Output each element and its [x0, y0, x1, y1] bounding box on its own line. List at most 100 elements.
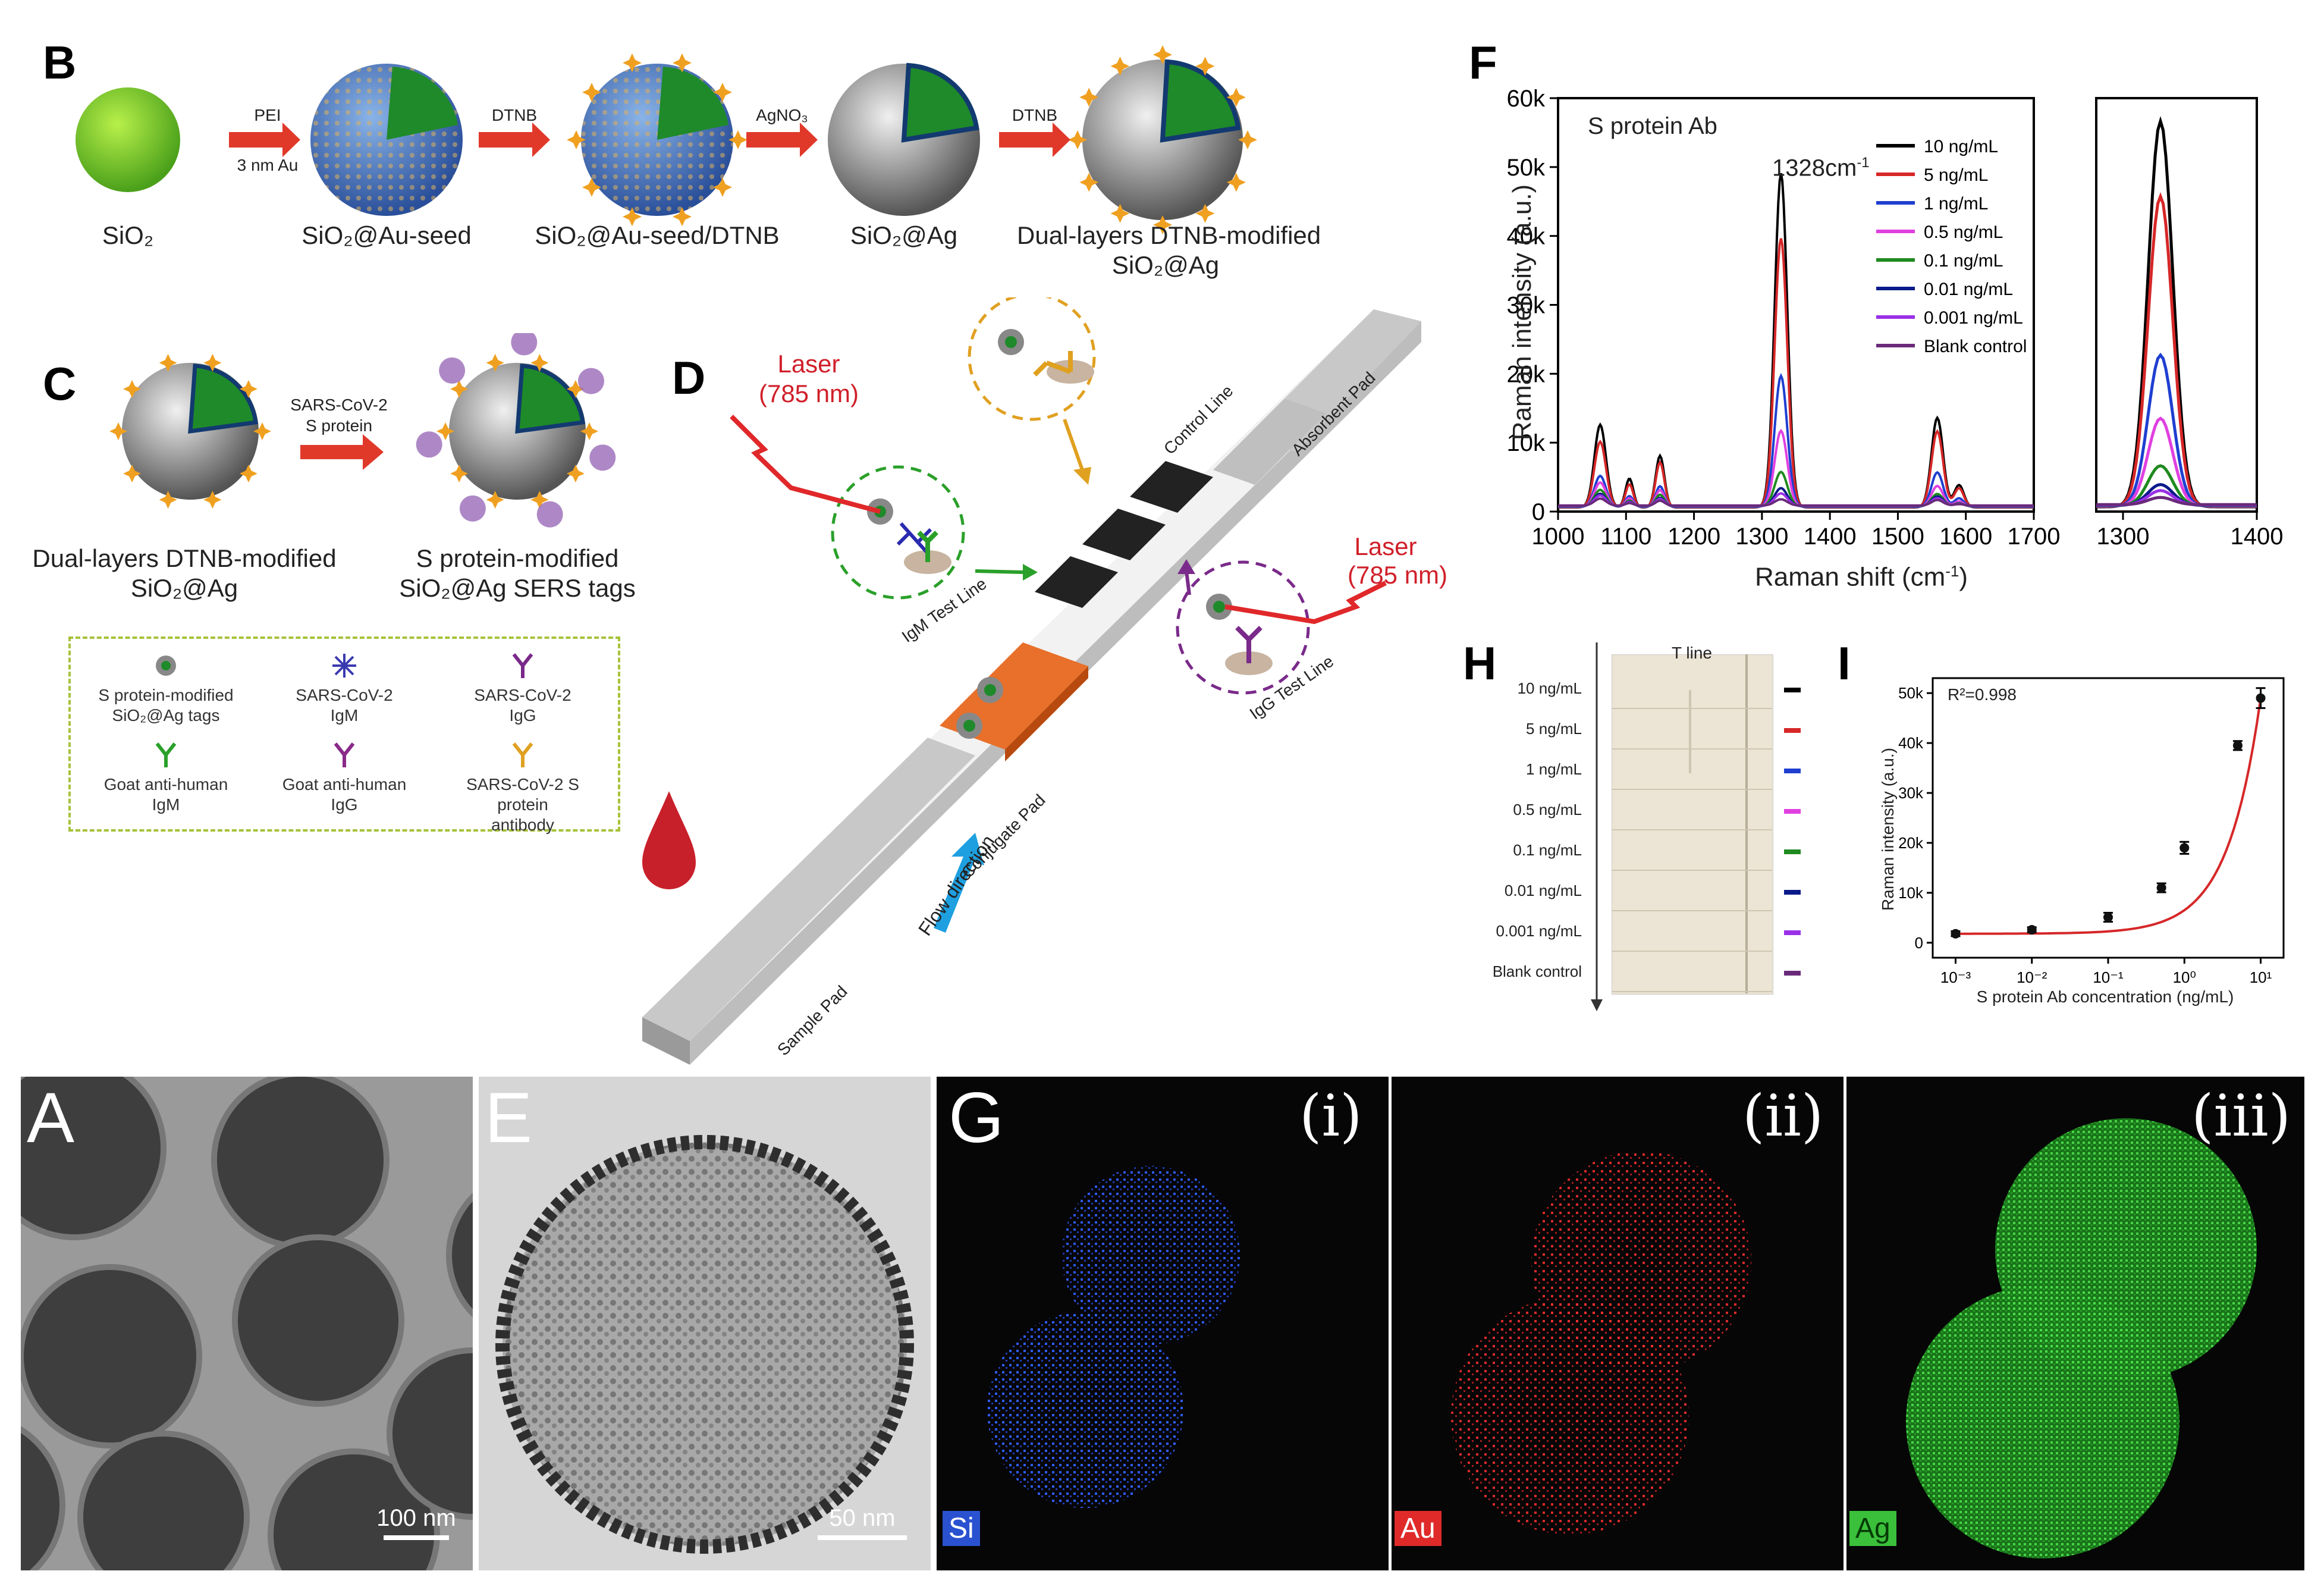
control-detection-circle	[968, 297, 1096, 421]
y-tick-label: 10k	[1507, 430, 1546, 456]
h-row-label: 0.001 ng/mL	[1496, 922, 1582, 940]
h-row-divider	[1612, 910, 1772, 911]
x-tick-label: 10⁻²	[2017, 968, 2047, 986]
h-row-divider	[1612, 991, 1772, 992]
legend-text: SARS-CoV-2	[474, 686, 571, 704]
panel-label-f: F	[1469, 36, 1497, 89]
x-tick-label: 1700	[2008, 523, 2061, 550]
c-arrow-bottom-label: S protein	[305, 416, 373, 435]
dtnb-star	[728, 130, 748, 149]
legend-label: 0.001 ng/mL	[1924, 308, 2023, 328]
arrow-label-dtnb-1: DTNB	[491, 106, 538, 124]
laser-1-beam	[730, 415, 881, 514]
data-point	[2232, 741, 2243, 751]
panel-label-d: D	[672, 352, 706, 404]
dtnb-star	[623, 207, 642, 227]
h-row-divider	[1612, 951, 1772, 952]
h-row-divider	[1612, 829, 1772, 830]
h-row-color-mark	[1784, 971, 1801, 976]
legend-label: 0.1 ng/mL	[1924, 251, 2003, 271]
dtnb-stars	[567, 45, 1257, 234]
panel-label-e: E	[485, 1078, 533, 1158]
chart-f-xlabel: Raman shift (cm-1)	[1588, 562, 2135, 592]
arrow-label-dtnb-2: DTNB	[1012, 106, 1058, 124]
h-row-label: 5 ng/mL	[1526, 720, 1582, 738]
igg-detection-circle	[1176, 560, 1310, 695]
dtnb-star	[713, 177, 732, 197]
caption-sio2: SiO₂	[102, 221, 154, 249]
caption-dual-layer-2: SiO₂@Ag	[1111, 251, 1220, 279]
xlabel-text: Raman shift (cm	[1754, 562, 1946, 592]
legend-text: SARS-CoV-2 S protein	[466, 775, 579, 814]
dtnb-star	[1195, 203, 1215, 223]
xlabel-end: )	[1959, 562, 1968, 592]
panel-g-map-ag: (iii) Ag	[1846, 1077, 2304, 1570]
strip-photo-edge	[1745, 654, 1748, 993]
s-protein-cluster	[589, 444, 616, 471]
s-protein-tag-sphere	[449, 363, 586, 500]
legend-text: Goat anti-human	[282, 775, 407, 794]
caption-dual-layer-1: Dual-layers DTNB-modified	[1017, 221, 1321, 249]
sio2-ag-sphere	[828, 62, 980, 216]
dtnb-star	[1079, 173, 1099, 192]
igm-test-line	[1082, 509, 1166, 560]
c-left-caption-2: SiO₂@Ag	[130, 574, 238, 602]
c-arrow-top-label: SARS-CoV-2	[290, 396, 388, 414]
legend-item-goat-igg: Goat anti-human IgG	[261, 740, 428, 815]
h-row-label: Blank control	[1492, 962, 1582, 980]
map-roman-2: (ii)	[1742, 1083, 1824, 1149]
spectrum-line	[1558, 238, 2034, 509]
dtnb-star	[582, 83, 601, 102]
y-tick-label: 0	[1915, 934, 1923, 952]
blood-drop-icon	[642, 791, 696, 889]
legend-text: IgM	[330, 706, 359, 725]
laser-2-beam	[1224, 581, 1387, 625]
dtnb-star	[1153, 45, 1172, 64]
x-tick-label: 1400	[1804, 523, 1857, 550]
inset-x-tick-label: 1400	[2231, 523, 2284, 550]
legend-text: Goat anti-human	[103, 775, 228, 794]
dtnb-star	[450, 465, 469, 483]
dtnb-star	[239, 465, 257, 483]
y-tick-label: 50k	[1507, 155, 1546, 181]
x-tick-label: 1100	[1600, 523, 1651, 550]
dtnb-star	[123, 380, 142, 398]
x-tick-label: 1500	[1871, 523, 1924, 550]
legend-text: IgG	[509, 706, 536, 725]
dtnb-star	[253, 422, 271, 440]
x-tick-label: 10⁻³	[1940, 968, 1971, 986]
panel-b: B	[0, 0, 1427, 297]
dtnb-star	[713, 83, 732, 102]
dtnb-star	[1110, 203, 1130, 223]
panel-c-schematic	[109, 333, 616, 528]
dtnb-star	[530, 353, 549, 372]
legend-item-s-antibody: SARS-CoV-2 S protein antibody	[439, 740, 606, 835]
y-tick-label: 0	[1532, 499, 1545, 525]
map-tag-au: Au	[1395, 1511, 1441, 1546]
legend-label: 10 ng/mL	[1924, 137, 1998, 156]
x-tick-label: 1300	[1735, 523, 1788, 550]
legend-item-igg: SARS-CoV-2 IgG	[439, 651, 606, 726]
dtnb-star	[582, 177, 601, 197]
laser-1-wavelength: (785 nm)	[758, 380, 859, 407]
c-right-caption-1: S protein-modified	[416, 544, 619, 572]
dtnb-star	[1110, 57, 1130, 76]
h-row-label: 0.5 ng/mL	[1513, 801, 1582, 819]
h-row-color-mark	[1784, 769, 1801, 773]
inset-spectrum-line	[2096, 496, 2257, 506]
legend-label: 5 ng/mL	[1924, 165, 1988, 185]
legend-label: 0.5 ng/mL	[1924, 222, 2003, 242]
y-tick-label: 20k	[1898, 834, 1924, 852]
scale-line-a	[384, 1535, 449, 1540]
sio2-au-seed-sphere	[310, 64, 463, 216]
dtnb-star	[530, 491, 549, 509]
chart-i-ylabel: Raman intensity (a.u.)	[1879, 748, 1897, 911]
x-tick-label: 1600	[1939, 523, 1992, 550]
y-tick-label: 30k	[1507, 293, 1546, 319]
panel-label-b: B	[43, 36, 77, 89]
chart-i-xlabel: S protein Ab concentration (ng/mL)	[1976, 987, 2234, 1006]
si-map	[987, 1166, 1240, 1508]
legend-item-goat-igm: Goat anti-human IgM	[83, 740, 249, 815]
scale-bar-e: 50 nm	[812, 1505, 913, 1540]
control-line	[1130, 461, 1213, 513]
